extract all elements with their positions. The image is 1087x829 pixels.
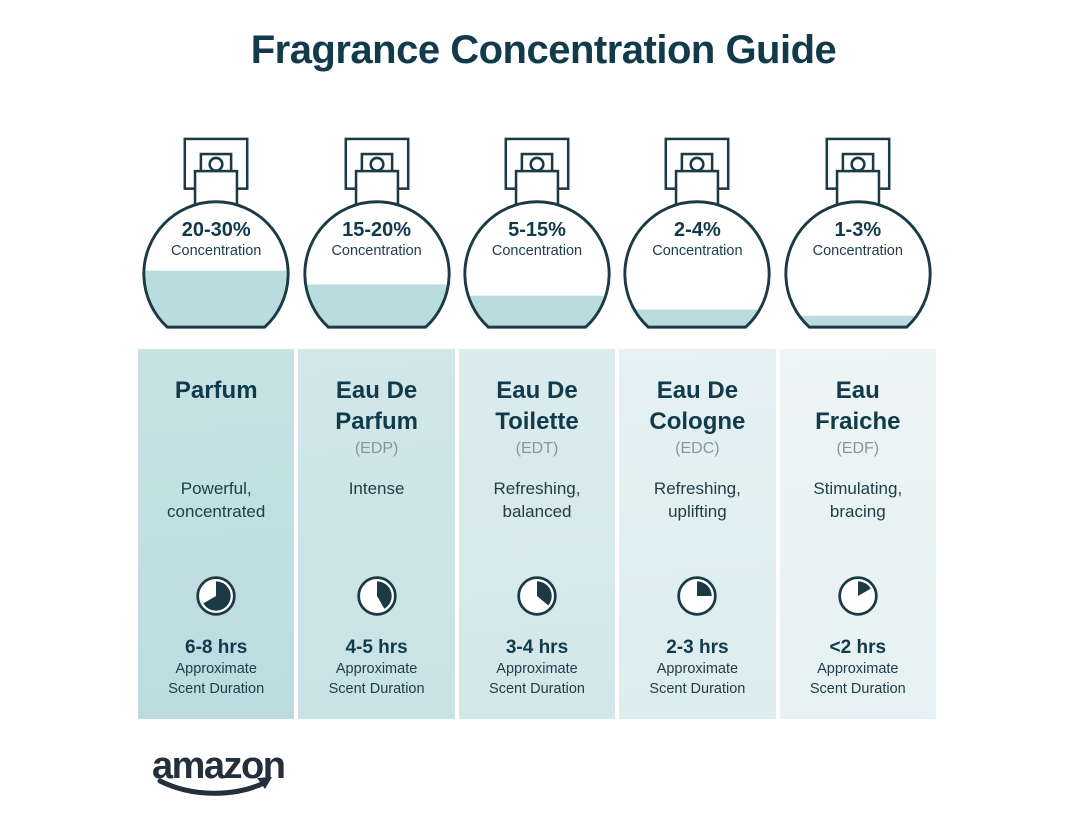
category-abbreviation: (EDP) (354, 440, 399, 457)
category-description: Intense (348, 479, 405, 498)
duration-block: 4-5 hrs Approximate Scent Duration (298, 636, 454, 699)
amazon-logo: amazon (152, 747, 312, 809)
perfume-bottle-icon (623, 137, 771, 329)
category-name: Eau De Cologne (649, 377, 746, 435)
perfume-bottle: 20-30% Concentration (138, 136, 294, 331)
duration-block: 2-3 hrs Approximate Scent Duration (619, 636, 775, 699)
bottle-fill-level (785, 315, 930, 328)
scent-duration-clock-icon (355, 574, 399, 618)
scent-duration-caption: Approximate Scent Duration (649, 661, 746, 697)
category-name: Eau De Toilette (495, 377, 579, 435)
category-name: Eau De Parfum (335, 377, 418, 435)
category-description: Powerful, concentrated (167, 479, 266, 521)
page-title: Fragrance Concentration Guide (250, 28, 837, 72)
scent-duration-value: 3-4 hrs (505, 637, 569, 658)
category-abbreviation: (EDF) (836, 440, 880, 457)
scent-duration-value: 2-3 hrs (666, 637, 729, 658)
duration-block: 3-4 hrs Approximate Scent Duration (459, 636, 615, 699)
category-column-parfum: Parfum Powerful, concentrated 6-8 hrs Ap… (138, 349, 295, 719)
scent-duration-value: 6-8 hrs (185, 637, 248, 658)
category-description: Stimulating, bracing (813, 479, 903, 521)
perfume-bottle-icon (784, 137, 932, 329)
bottle-row: 20-30% Concentration 15-20% Concentratio… (138, 136, 936, 331)
amazon-smile-icon (157, 777, 272, 796)
scent-duration-caption: Approximate Scent Duration (168, 661, 265, 697)
scent-duration-caption: Approximate Scent Duration (489, 661, 585, 697)
duration-block: 6-8 hrs Approximate Scent Duration (138, 636, 294, 699)
scent-duration-caption: Approximate Scent Duration (809, 661, 906, 697)
category-name: Eau Fraiche (815, 377, 901, 435)
category-description: Refreshing, balanced (493, 479, 581, 521)
category-column-eau-de-toilette: Eau De Toilette (EDT) Refreshing, balanc… (458, 349, 616, 719)
category-columns: Parfum Powerful, concentrated 6-8 hrs Ap… (138, 349, 936, 719)
scent-duration-clock-icon (675, 574, 719, 618)
category-abbreviation: (EDT) (515, 440, 559, 457)
scent-duration-caption: Approximate Scent Duration (328, 661, 425, 697)
scent-duration-clock-icon (836, 574, 880, 618)
perfume-bottle: 5-15% Concentration (459, 136, 615, 331)
bottle-fill-level (304, 284, 449, 328)
bottle-fill-level (625, 309, 770, 328)
scent-duration-clock-icon (194, 574, 238, 618)
category-column-eau-de-parfum: Eau De Parfum (EDP) Intense 4-5 hrs Appr… (298, 349, 455, 719)
perfume-bottle: 15-20% Concentration (298, 136, 454, 331)
scent-duration-clock-icon (515, 574, 559, 618)
perfume-bottle-icon (303, 137, 451, 329)
category-column-eau-fraiche: Eau Fraiche (EDF) Stimulating, bracing <… (779, 349, 936, 719)
bottle-fill-level (144, 270, 289, 328)
category-name: Parfum (174, 377, 258, 404)
perfume-bottle: 2-4% Concentration (619, 136, 775, 331)
category-abbreviation: (EDC) (675, 440, 720, 457)
perfume-bottle-icon (142, 137, 290, 329)
bottle-fill-level (464, 295, 610, 328)
scent-duration-value: 4-5 hrs (345, 637, 408, 658)
perfume-bottle: 1-3% Concentration (780, 136, 936, 331)
category-description: Refreshing, uplifting (653, 479, 741, 521)
scent-duration-value: <2 hrs (829, 637, 887, 658)
duration-block: <2 hrs Approximate Scent Duration (780, 636, 936, 699)
perfume-bottle-icon (463, 137, 611, 329)
category-column-eau-de-cologne: Eau De Cologne (EDC) Refreshing, uplifti… (619, 349, 776, 719)
